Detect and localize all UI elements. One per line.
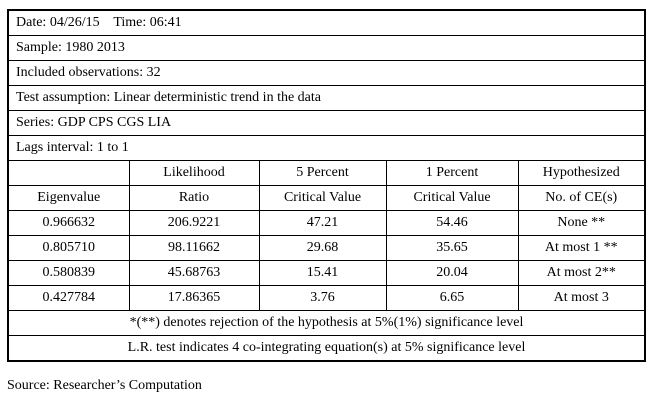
hypothesized-ce-cell: At most 1 **: [517, 235, 646, 261]
source-caption: Source: Researcher’s Computation: [7, 378, 202, 393]
info-row-test-assumption: Test assumption: Linear deterministic tr…: [7, 85, 646, 111]
sample-text: Sample: 1980 2013: [7, 35, 646, 61]
data-row-4: 0.427784 17.86365 3.76 6.65 At most 3: [7, 285, 646, 311]
date-time-text: Date: 04/26/15 Time: 06:41: [7, 9, 646, 36]
lags-interval-text: Lags interval: 1 to 1: [7, 135, 646, 161]
test-assumption-text: Test assumption: Linear deterministic tr…: [7, 85, 646, 111]
info-row-series: Series: GDP CPS CGS LIA: [7, 110, 646, 136]
critical-1-cell: 54.46: [385, 210, 519, 236]
header-row-top: Likelihood 5 Percent 1 Percent Hypothesi…: [7, 160, 646, 186]
included-observations-text: Included observations: 32: [7, 60, 646, 86]
hypothesized-ce-cell: At most 3: [517, 285, 646, 311]
info-row-observations: Included observations: 32: [7, 60, 646, 86]
series-text: Series: GDP CPS CGS LIA: [7, 110, 646, 136]
eigenvalue-cell: 0.805710: [7, 235, 130, 261]
header-ratio: Ratio: [128, 185, 260, 211]
header-empty-cell: [7, 160, 130, 186]
header-row-bottom: Eigenvalue Ratio Critical Value Critical…: [7, 185, 646, 211]
critical-5-cell: 15.41: [258, 260, 387, 286]
footnote-row-significance: *(**) denotes rejection of the hypothesi…: [7, 310, 646, 336]
eigenvalue-cell: 0.427784: [7, 285, 130, 311]
eigenvalue-cell: 0.580839: [7, 260, 130, 286]
likelihood-ratio-cell: 206.9221: [128, 210, 260, 236]
cointegration-results-table: Date: 04/26/15 Time: 06:41 Sample: 1980 …: [7, 9, 647, 362]
hypothesized-ce-cell: At most 2**: [517, 260, 646, 286]
header-hypothesized: Hypothesized: [517, 160, 646, 186]
header-likelihood: Likelihood: [128, 160, 260, 186]
critical-1-cell: 35.65: [385, 235, 519, 261]
footnote-row-lr-test: L.R. test indicates 4 co-integrating equ…: [7, 335, 646, 362]
header-critical-value-1: Critical Value: [385, 185, 519, 211]
critical-5-cell: 3.76: [258, 285, 387, 311]
header-critical-value-5: Critical Value: [258, 185, 387, 211]
data-row-1: 0.966632 206.9221 47.21 54.46 None **: [7, 210, 646, 236]
hypothesized-ce-cell: None **: [517, 210, 646, 236]
header-eigenvalue: Eigenvalue: [7, 185, 130, 211]
data-row-3: 0.580839 45.68763 15.41 20.04 At most 2*…: [7, 260, 646, 286]
lr-test-footnote-text: L.R. test indicates 4 co-integrating equ…: [7, 335, 646, 362]
info-row-date-time: Date: 04/26/15 Time: 06:41: [7, 9, 646, 36]
eigenvalue-cell: 0.966632: [7, 210, 130, 236]
likelihood-ratio-cell: 45.68763: [128, 260, 260, 286]
header-no-of-ces: No. of CE(s): [517, 185, 646, 211]
header-5-percent: 5 Percent: [258, 160, 387, 186]
significance-footnote-text: *(**) denotes rejection of the hypothesi…: [7, 310, 646, 336]
critical-1-cell: 6.65: [385, 285, 519, 311]
likelihood-ratio-cell: 17.86365: [128, 285, 260, 311]
critical-5-cell: 47.21: [258, 210, 387, 236]
critical-1-cell: 20.04: [385, 260, 519, 286]
info-row-sample: Sample: 1980 2013: [7, 35, 646, 61]
info-row-lags-interval: Lags interval: 1 to 1: [7, 135, 646, 161]
header-1-percent: 1 Percent: [385, 160, 519, 186]
data-row-2: 0.805710 98.11662 29.68 35.65 At most 1 …: [7, 235, 646, 261]
critical-5-cell: 29.68: [258, 235, 387, 261]
likelihood-ratio-cell: 98.11662: [128, 235, 260, 261]
